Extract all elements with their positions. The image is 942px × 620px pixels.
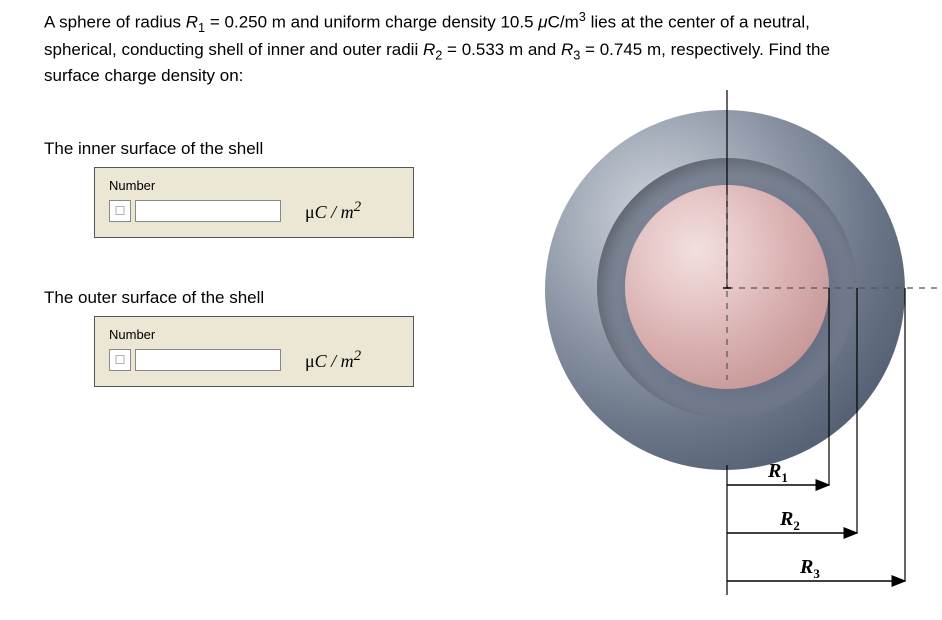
- inner-unit: μC / m2: [305, 199, 361, 223]
- text: = 0.250 m and uniform charge density 10.…: [205, 13, 538, 32]
- text: = 0.533 m and: [442, 40, 561, 59]
- inner-answer-box: Number ☐ μC / m2: [94, 167, 414, 238]
- text: spherical, conducting shell of inner and…: [44, 40, 423, 59]
- text: = 0.745 m, respectively. Find the: [580, 40, 830, 59]
- outer-prompt: The outer surface of the shell: [44, 288, 554, 308]
- text: surface charge density on:: [44, 66, 243, 85]
- label-R2: R2: [780, 508, 800, 534]
- dimension-overlay: [540, 90, 940, 620]
- outer-number-input[interactable]: [135, 349, 281, 371]
- formula-icon[interactable]: ☐: [109, 200, 131, 222]
- label-R3: R3: [800, 556, 820, 582]
- number-label: Number: [109, 178, 399, 193]
- var-R3: R: [561, 40, 573, 59]
- text: lies at the center of a neutral,: [586, 13, 810, 32]
- problem-statement: A sphere of radius R1 = 0.250 m and unif…: [44, 8, 904, 89]
- sup-3: 3: [579, 9, 586, 24]
- number-label: Number: [109, 327, 399, 342]
- outer-answer-box: Number ☐ μC / m2: [94, 316, 414, 387]
- formula-icon[interactable]: ☐: [109, 349, 131, 371]
- text: C/m: [548, 13, 579, 32]
- inner-number-input[interactable]: [135, 200, 281, 222]
- text: A sphere of radius: [44, 13, 186, 32]
- var-R1: R: [186, 13, 198, 32]
- label-R1: R1: [768, 460, 788, 486]
- inner-prompt: The inner surface of the shell: [44, 139, 554, 159]
- outer-unit: μC / m2: [305, 348, 361, 372]
- mu: μ: [538, 13, 547, 32]
- var-R2: R: [423, 40, 435, 59]
- diagram: R1 R2 R3: [540, 90, 940, 610]
